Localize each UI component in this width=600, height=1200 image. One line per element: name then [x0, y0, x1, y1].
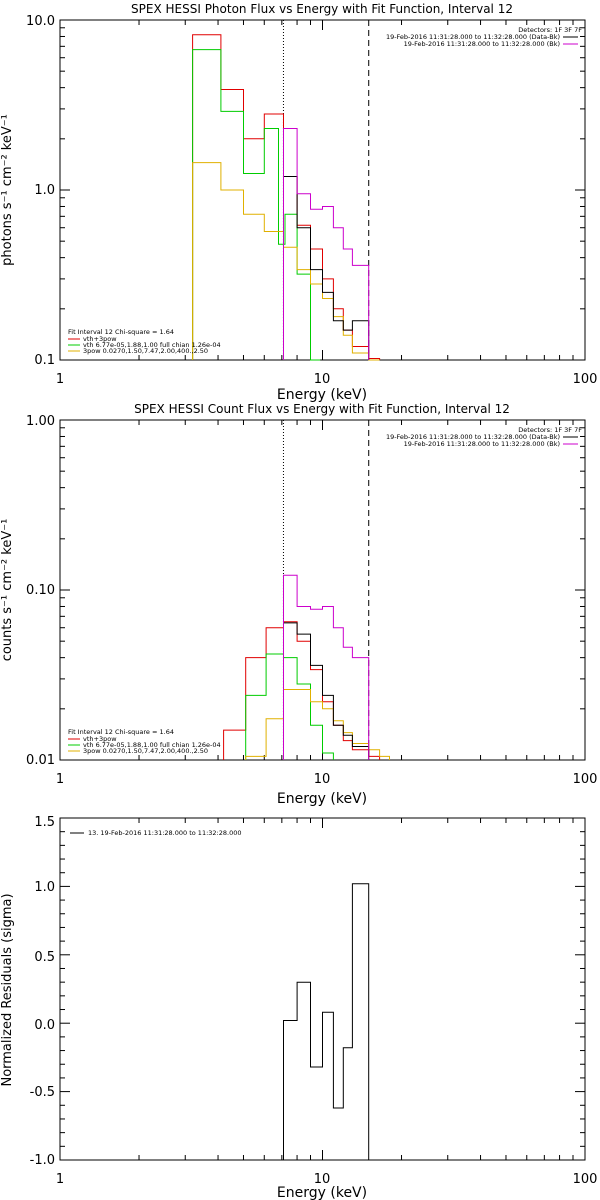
count-chart-title: SPEX HESSI Count Flux vs Energy with Fit…: [134, 402, 510, 416]
photon-legend-top-right: Detectors: 1F 3F 7F 19-Feb-2016 11:31:28…: [386, 26, 582, 48]
count-legend-entry-data-bk: 19-Feb-2016 11:31:28.000 to 11:32:28.000…: [386, 433, 560, 441]
count-fit-interval-label: Fit Interval 12 Chi-square = 1.64: [68, 728, 174, 736]
photon-x-tick-label-2: 100: [573, 372, 598, 387]
photon-legend-entry-bk: 19-Feb-2016 11:31:28.000 to 11:32:28.000…: [404, 40, 560, 48]
photon-legend-entry-3pow: 3pow 0.0270,1.50,7.47,2.00,400.,2.50: [83, 347, 208, 355]
count-legend-bottom-left: Fit Interval 12 Chi-square = 1.64 vth+3p…: [68, 728, 221, 755]
photon-plot-frame: [59, 19, 586, 361]
photon-y-tick-label-0: 0.1: [34, 353, 55, 368]
residuals-x-tick-label-1: 10: [314, 1172, 331, 1187]
count-x-axis-label: Energy (keV): [277, 791, 367, 807]
count-x-tick-label-0: 1: [56, 772, 64, 787]
residuals-y-tick-label-4: 1.0: [34, 880, 55, 895]
photon-chart-title: SPEX HESSI Photon Flux vs Energy with Fi…: [131, 2, 513, 16]
count-y-tick-label-1: 0.10: [26, 583, 55, 598]
count-legend-entry-vth: vth 6.77e-05,1.88,1.00 full chian 1.26e-…: [83, 741, 221, 749]
photon-y-tick-label-2: 10.0: [26, 14, 55, 29]
count-series-1: [245, 653, 334, 760]
count-legend-top-right: Detectors: 1F 3F 7F 19-Feb-2016 11:31:28…: [386, 426, 582, 448]
residuals-x-axis-label: Energy (keV): [277, 1185, 367, 1200]
count-legend-entry-3pow: 3pow 0.0270,1.50,7.47,2.00,400.,2.50: [83, 747, 208, 755]
residuals-y-tick-label-3: 0.5: [34, 950, 55, 965]
photon-axis-ticks: [59, 20, 585, 361]
count-detectors-label: Detectors: 1F 3F 7F: [518, 426, 582, 434]
count-x-tick-label-2: 100: [573, 772, 598, 787]
residuals-y-tick-label-1: -0.5: [30, 1085, 55, 1100]
photon-x-tick-label-1: 10: [314, 372, 331, 387]
photon-x-tick-label-0: 1: [56, 372, 64, 387]
photon-y-axis-label: photons s⁻¹ cm⁻² keV⁻¹: [0, 114, 15, 266]
photon-series-4: [283, 128, 370, 360]
count-y-axis-label: counts s⁻¹ cm⁻² keV⁻¹: [0, 519, 15, 662]
photon-legend-entry-total: vth+3pow: [83, 335, 117, 343]
count-y-tick-label-2: 1.00: [26, 414, 55, 429]
residuals-y-axis-label: Normalized Residuals (sigma): [0, 893, 15, 1086]
count-series: [223, 574, 390, 760]
residuals-legend-entry: 13. 19-Feb-2016 11:31:28.000 to 11:32:28…: [88, 829, 241, 837]
residuals-x-tick-label-2: 100: [573, 1172, 598, 1187]
photon-legend-entry-data-bk: 19-Feb-2016 11:31:28.000 to 11:32:28.000…: [386, 33, 560, 41]
photon-fit-interval-label: Fit Interval 12 Chi-square = 1.64: [68, 328, 174, 336]
photon-y-tick-label-1: 1.0: [34, 183, 55, 198]
count-flux-panel: SPEX HESSI Count Flux vs Energy with Fit…: [0, 402, 597, 807]
photon-series: [192, 34, 381, 361]
count-series-4: [283, 574, 370, 760]
residuals-y-tick-label-2: 0.0: [34, 1018, 55, 1033]
residuals-y-tick-label-5: 1.5: [34, 815, 55, 830]
photon-legend-bottom-left: Fit Interval 12 Chi-square = 1.64 vth+3p…: [68, 328, 221, 355]
residuals-plot-frame: [59, 817, 586, 1161]
count-series-3: [283, 622, 370, 760]
photon-series-1: [192, 49, 321, 361]
residuals-x-tick-label-0: 1: [56, 1172, 64, 1187]
photon-range-markers: [282, 20, 370, 360]
count-y-tick-label-0: 0.01: [26, 753, 55, 768]
residuals-series-0: [283, 883, 370, 1160]
count-legend-entry-bk: 19-Feb-2016 11:31:28.000 to 11:32:28.000…: [404, 440, 560, 448]
photon-detectors-label: Detectors: 1F 3F 7F: [518, 26, 582, 34]
residuals-series: [283, 883, 370, 1160]
residuals-axis-ticks: [59, 817, 585, 1161]
photon-flux-panel: SPEX HESSI Photon Flux vs Energy with Fi…: [0, 2, 597, 403]
photon-legend-entry-vth: vth 6.77e-05,1.88,1.00 full chian 1.26e-…: [83, 341, 221, 349]
photon-x-axis-label: Energy (keV): [277, 387, 367, 403]
residuals-legend: 13. 19-Feb-2016 11:31:28.000 to 11:32:28…: [70, 829, 241, 837]
residuals-panel: -1.0 -0.5 0.0 0.5 1.0 1.5 1 10 100 Energ…: [0, 815, 597, 1200]
count-axis-ticks: [59, 420, 585, 761]
count-x-tick-label-1: 10: [314, 772, 331, 787]
residuals-y-tick-label-0: -1.0: [30, 1153, 55, 1168]
count-legend-entry-total: vth+3pow: [83, 735, 117, 743]
count-series-0: [223, 621, 381, 760]
photon-series-3: [283, 176, 370, 360]
